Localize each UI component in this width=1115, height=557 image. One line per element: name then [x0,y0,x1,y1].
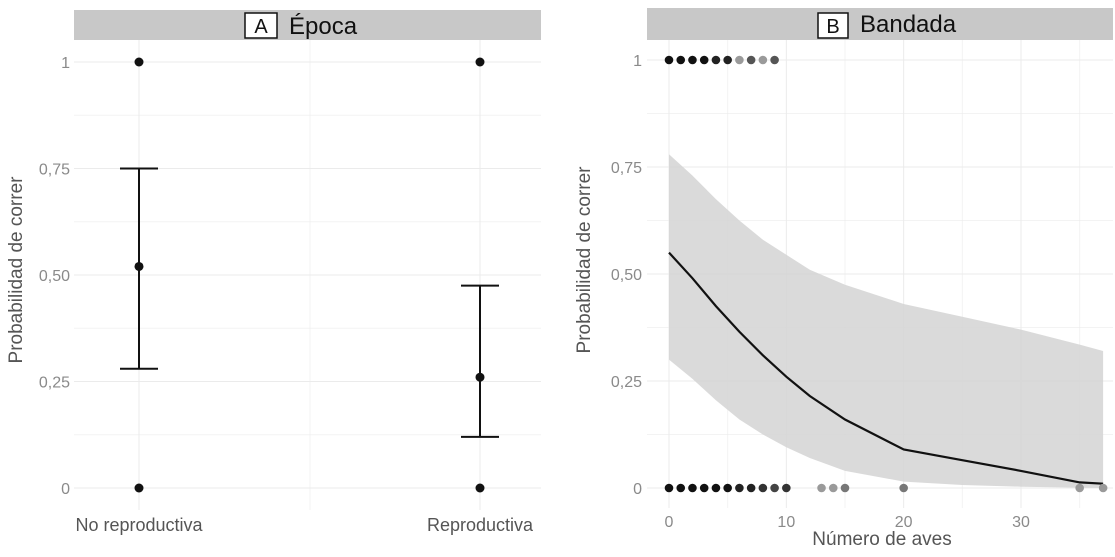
panel-b-fit-line [668,251,1104,485]
panel-b-xtick-label: 30 [1012,514,1030,531]
panel-a-xtick-label: No reproductiva [75,515,203,535]
panel-b-point-y0 [664,483,674,493]
panel-a-ticks: 0 0,25 0,50 0,75 1 No reproductiva Reproductiv… [39,55,534,535]
panel-b-point-y1 [711,55,721,65]
panel-b-point-y0 [828,483,838,493]
panel-b-point-y0 [758,483,768,493]
panel-b-point-y0 [1075,483,1084,493]
panel-a-ytick-label: 0,50 [39,268,70,285]
panel-b-point-y0 [1098,483,1108,493]
panel-b-point-y1 [735,55,744,65]
panel-a-ytick-label: 0,25 [39,375,70,392]
panel-b-title: Bandada [860,11,957,38]
panel-b-letter: B [826,16,839,38]
panel-a-ytick-label: 0 [61,481,70,498]
panel-b-point-y1 [664,55,674,65]
panel-a-raw-point [475,57,485,67]
panel-a-ytick-label: 0,75 [39,162,70,179]
panel-b-confidence-ribbon [669,154,1104,488]
panel-b-marks [664,55,1108,493]
panel-b-point-y0 [840,483,850,493]
panel-a-ytick-label: 1 [61,55,70,72]
panel-a-raw-point [134,483,144,493]
panel-a-title: Época [289,13,358,40]
panel-a-letter-box [244,12,278,39]
panel-b-point-y0 [735,483,744,493]
panel-b-ytick-label: 0,25 [611,374,642,391]
panel-b-ytick-label: 0 [633,481,642,498]
panel-a-ylabel: Probabilidad de correr [6,176,27,364]
panel-a-estimate-point [134,261,144,271]
panel-b-point-y1 [746,55,756,65]
panel-b-ytick-label: 0,50 [611,267,642,284]
panel-b-xtick-label: 20 [895,514,913,531]
panel-a-marks [120,57,499,493]
panel-b-point-y0 [676,483,686,493]
panel-b-point-y1 [699,55,709,65]
panel-a: A Época 0 0,25 0,50 0,75 1 No reproductiva Rep… [6,10,541,535]
panel-b-point-y0 [746,483,756,493]
panel-b-ytick-label: 1 [633,53,642,70]
panel-b-point-y1 [723,55,732,65]
panel-b-point-y0 [699,483,709,493]
panel-b-xtick-label: 0 [665,514,674,531]
panel-a-estimate-point [475,372,485,382]
panel-b-point-y0 [817,483,826,493]
panel-a-grid [74,40,541,510]
panel-a-raw-point [134,57,144,67]
panel-b-letter-box [817,12,849,39]
panel-b-point-y0 [899,483,908,493]
panel-b-xtick-label: 10 [777,514,795,531]
panel-a-raw-point [475,483,485,493]
panel-b-strip [647,8,1113,40]
panel-b-point-y1 [770,55,779,65]
panel-b-point-y1 [688,55,697,65]
panel-b-point-y1 [676,55,686,65]
panel-b-point-y0 [688,483,697,493]
panel-b-point-y0 [770,483,779,493]
panel-a-strip [74,10,541,40]
panel-b-point-y0 [711,483,721,493]
panel-a-letter: A [254,16,268,38]
panel-b-xlabel: Número de aves [812,529,951,550]
panel-a-xtick-label: Reproductiva [427,515,534,535]
panel-b-ylabel: Probabilidad de correr [574,166,595,354]
panel-b-ytick-label: 0,75 [611,160,642,177]
panel-b-point-y1 [758,55,768,65]
panel-b-point-y0 [723,483,732,493]
panel-b-point-y0 [782,483,791,493]
